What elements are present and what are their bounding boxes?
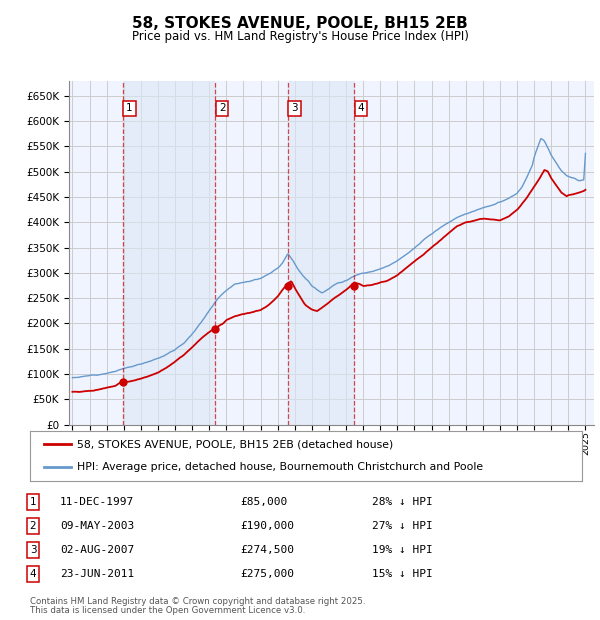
Text: 23-JUN-2011: 23-JUN-2011 <box>60 569 134 579</box>
Text: £190,000: £190,000 <box>240 521 294 531</box>
Text: 15% ↓ HPI: 15% ↓ HPI <box>372 569 433 579</box>
Text: 3: 3 <box>29 545 37 556</box>
Text: 1: 1 <box>126 104 133 113</box>
Text: 09-MAY-2003: 09-MAY-2003 <box>60 521 134 531</box>
Text: 4: 4 <box>29 569 37 579</box>
Text: 28% ↓ HPI: 28% ↓ HPI <box>372 497 433 507</box>
Bar <box>288 81 354 425</box>
Text: 19% ↓ HPI: 19% ↓ HPI <box>372 545 433 556</box>
Text: 2: 2 <box>29 521 37 531</box>
Text: £274,500: £274,500 <box>240 545 294 556</box>
Text: 2: 2 <box>219 104 226 113</box>
Text: £85,000: £85,000 <box>240 497 287 507</box>
Text: HPI: Average price, detached house, Bournemouth Christchurch and Poole: HPI: Average price, detached house, Bour… <box>77 462 483 472</box>
Text: 11-DEC-1997: 11-DEC-1997 <box>60 497 134 507</box>
Text: 27% ↓ HPI: 27% ↓ HPI <box>372 521 433 531</box>
Bar <box>122 81 215 425</box>
Text: 58, STOKES AVENUE, POOLE, BH15 2EB (detached house): 58, STOKES AVENUE, POOLE, BH15 2EB (deta… <box>77 440 393 450</box>
Text: 3: 3 <box>291 104 298 113</box>
Text: 4: 4 <box>358 104 364 113</box>
Text: 58, STOKES AVENUE, POOLE, BH15 2EB: 58, STOKES AVENUE, POOLE, BH15 2EB <box>132 16 468 31</box>
Text: 02-AUG-2007: 02-AUG-2007 <box>60 545 134 556</box>
Text: This data is licensed under the Open Government Licence v3.0.: This data is licensed under the Open Gov… <box>30 606 305 615</box>
Text: £275,000: £275,000 <box>240 569 294 579</box>
Text: Price paid vs. HM Land Registry's House Price Index (HPI): Price paid vs. HM Land Registry's House … <box>131 30 469 43</box>
Text: 1: 1 <box>29 497 37 507</box>
Text: Contains HM Land Registry data © Crown copyright and database right 2025.: Contains HM Land Registry data © Crown c… <box>30 597 365 606</box>
